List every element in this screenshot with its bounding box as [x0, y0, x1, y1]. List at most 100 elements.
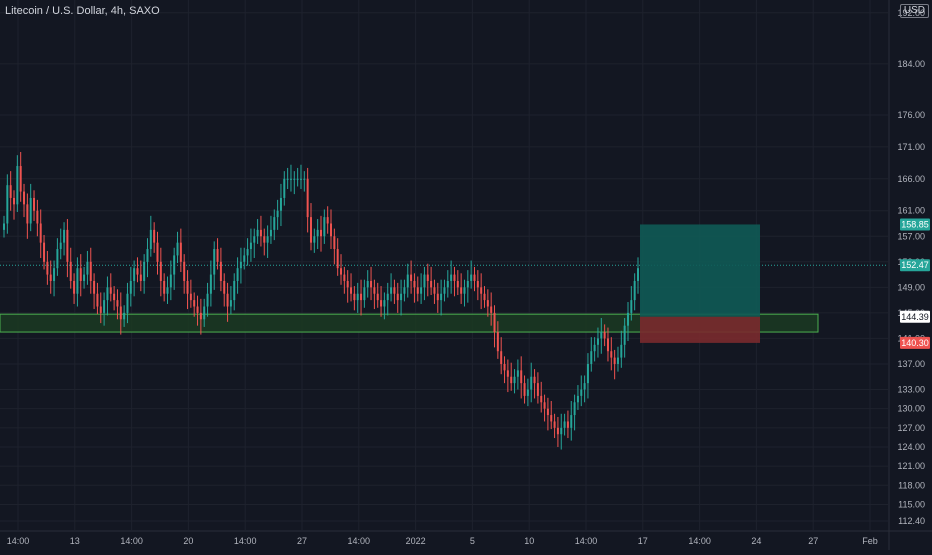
candle-body: [476, 280, 479, 288]
price-axis-label: 130.00: [897, 404, 925, 414]
candle-body: [430, 280, 433, 288]
candle-body: [96, 293, 99, 307]
candle-body: [309, 217, 312, 243]
price-axis-label: 118.00: [898, 480, 925, 490]
candle-body: [573, 402, 576, 416]
price-axis-label: 161.00: [897, 206, 925, 216]
candle-body: [113, 293, 116, 301]
candle-body: [386, 293, 389, 301]
candle-body: [373, 287, 376, 294]
candle-body: [133, 268, 136, 281]
candle-body: [383, 300, 386, 307]
candle-body: [76, 268, 79, 294]
candle-body: [69, 261, 72, 281]
candle-body: [546, 408, 549, 416]
candle-body: [560, 427, 563, 435]
candle-body: [436, 293, 439, 301]
candle-body: [526, 389, 529, 396]
candle-body: [49, 274, 52, 281]
currency-selector[interactable]: USD: [899, 4, 929, 18]
candle-body: [253, 236, 256, 243]
candle-body: [440, 293, 443, 301]
candle-body: [129, 280, 132, 294]
candle-body: [149, 229, 152, 250]
candle-body: [593, 344, 596, 352]
candle-body: [173, 255, 176, 275]
candle-body: [446, 280, 449, 288]
candle-body: [456, 280, 459, 288]
candle-body: [186, 280, 189, 294]
price-tags: 158.85 152.47 144.39 140.30: [900, 218, 930, 349]
candle-body: [219, 261, 222, 281]
candle-body: [16, 166, 19, 205]
price-tag-target: [900, 218, 930, 231]
candle-body: [23, 191, 26, 205]
candle-body: [403, 287, 406, 294]
profit-zone: [640, 224, 760, 317]
price-axis-label: 124.00: [897, 442, 925, 452]
candle-body: [156, 242, 159, 262]
candle-body: [83, 274, 86, 281]
candle-body: [66, 229, 69, 262]
candle-body: [480, 287, 483, 294]
candle-body: [19, 166, 22, 192]
candle-body: [536, 383, 539, 396]
candle-body: [510, 376, 513, 384]
candle-body: [473, 274, 476, 281]
candle-body: [556, 427, 559, 435]
candle-body: [216, 249, 219, 262]
candle-body: [460, 287, 463, 294]
price-tag-label: 140.30: [901, 338, 929, 348]
candle-body: [256, 229, 259, 237]
candle-body: [636, 268, 640, 281]
grid-lines: [0, 0, 888, 530]
candle-body: [243, 255, 246, 262]
candle-body: [9, 185, 12, 198]
price-axis-label: 115.00: [898, 499, 925, 509]
candle-body: [123, 312, 126, 320]
candle-body: [336, 249, 339, 269]
candle-body: [63, 229, 66, 243]
price-tag-label: 144.39: [901, 312, 929, 322]
candle-body: [323, 217, 326, 237]
candle-body: [26, 204, 29, 224]
candle-body: [236, 268, 239, 281]
candle-body: [259, 229, 262, 237]
candle-body: [86, 261, 89, 275]
candle-body: [246, 249, 249, 256]
candle-body: [279, 197, 282, 211]
candle-body: [400, 293, 403, 301]
candle-body: [600, 332, 603, 339]
candle-body: [89, 261, 92, 281]
price-axis-label: 121.00: [897, 461, 925, 471]
candle-body: [36, 210, 39, 224]
time-axis-label: 14:00: [7, 536, 30, 546]
candle-body: [613, 357, 616, 364]
candle-body: [583, 383, 586, 390]
symbol-title: Litecoin / U.S. Dollar, 4h, SAXO: [5, 5, 160, 17]
candle-body: [553, 421, 556, 428]
candle-body: [540, 395, 543, 403]
price-axis-label: 184.00: [897, 59, 925, 69]
candle-body: [193, 300, 196, 307]
candle-body: [313, 236, 316, 243]
price-axis-label: 171.00: [897, 142, 925, 152]
candle-body: [39, 223, 42, 243]
candle-body: [503, 363, 506, 371]
candle-body: [543, 402, 546, 409]
candle-body: [410, 274, 413, 281]
price-axis-label: 166.00: [897, 174, 925, 184]
candle-body: [103, 300, 106, 313]
candle-body: [203, 306, 206, 320]
candle-body: [303, 178, 306, 180]
candle-body: [343, 274, 346, 281]
candle-body: [53, 268, 56, 281]
price-axis-label: 176.00: [897, 110, 925, 120]
candle-body: [139, 274, 142, 281]
candle-body: [43, 242, 46, 262]
candle-body: [360, 293, 363, 301]
stop-zone: [640, 316, 760, 343]
